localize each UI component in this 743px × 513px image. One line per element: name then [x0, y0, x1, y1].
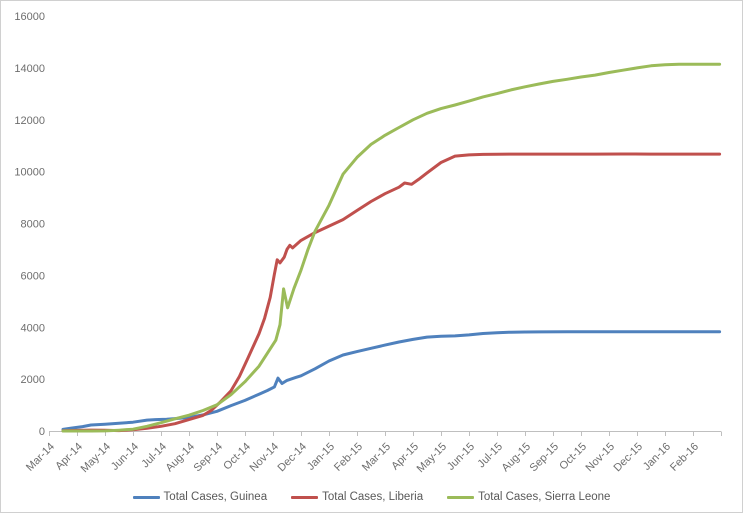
- x-axis-label: May-15: [415, 441, 449, 475]
- x-axis-label: Jan-16: [641, 441, 673, 473]
- legend-item-guinea: Total Cases, Guinea: [132, 491, 268, 503]
- legend-label-sierra-leone: Total Cases, Sierra Leone: [478, 491, 611, 503]
- x-axis-label: Feb-16: [668, 441, 701, 474]
- x-axis-label: Jan-15: [305, 441, 337, 473]
- x-axis-label: Dec-14: [276, 441, 310, 475]
- x-axis-label: Sep-14: [192, 441, 226, 475]
- x-axis-label: Mar-14: [24, 441, 57, 474]
- y-axis-label: 14000: [14, 63, 45, 75]
- x-axis-label: Nov-14: [248, 441, 282, 475]
- legend-label-guinea: Total Cases, Guinea: [163, 491, 268, 503]
- x-axis-label: Feb-15: [332, 441, 365, 474]
- y-axis-label: 10000: [14, 167, 45, 179]
- legend-line-swatch-guinea: [132, 495, 160, 499]
- y-axis-label: 0: [39, 426, 45, 438]
- y-axis-label: 16000: [14, 11, 45, 23]
- y-axis-label: 6000: [21, 270, 45, 282]
- legend-line-swatch-liberia: [291, 495, 319, 499]
- y-axis-label: 2000: [21, 374, 45, 386]
- x-axis-label: Dec-15: [612, 441, 646, 475]
- legend-item-sierra-leone: Total Cases, Sierra Leone: [447, 491, 610, 503]
- x-axis-label: Sep-15: [528, 441, 562, 475]
- x-axis-label: Aug-15: [500, 441, 534, 475]
- y-axis-label: 4000: [21, 322, 45, 334]
- x-axis-label: Nov-15: [584, 441, 618, 475]
- legend-line-swatch-sierra-leone: [447, 495, 475, 499]
- line-chart: 0 2000 4000 6000 8000 10000 12000 14000 16000 Mar…: [14, 11, 722, 475]
- x-axis-label: Jun-14: [109, 441, 141, 473]
- series-line-1: [61, 152, 722, 433]
- chart-legend: Total Cases, Guinea Total Cases, Liberia…: [1, 491, 742, 503]
- y-axis-label: 12000: [14, 115, 45, 127]
- x-axis-label: Aug-14: [164, 441, 198, 475]
- x-axis-label: Jun-15: [445, 441, 477, 473]
- series-line-2: [61, 62, 722, 433]
- legend-item-liberia: Total Cases, Liberia: [291, 491, 423, 503]
- legend-label-liberia: Total Cases, Liberia: [322, 491, 424, 503]
- series-line-0: [61, 330, 722, 431]
- x-axis-label: May-14: [79, 441, 113, 475]
- x-axis-label: Mar-15: [360, 441, 393, 474]
- y-axis-label: 8000: [21, 219, 45, 231]
